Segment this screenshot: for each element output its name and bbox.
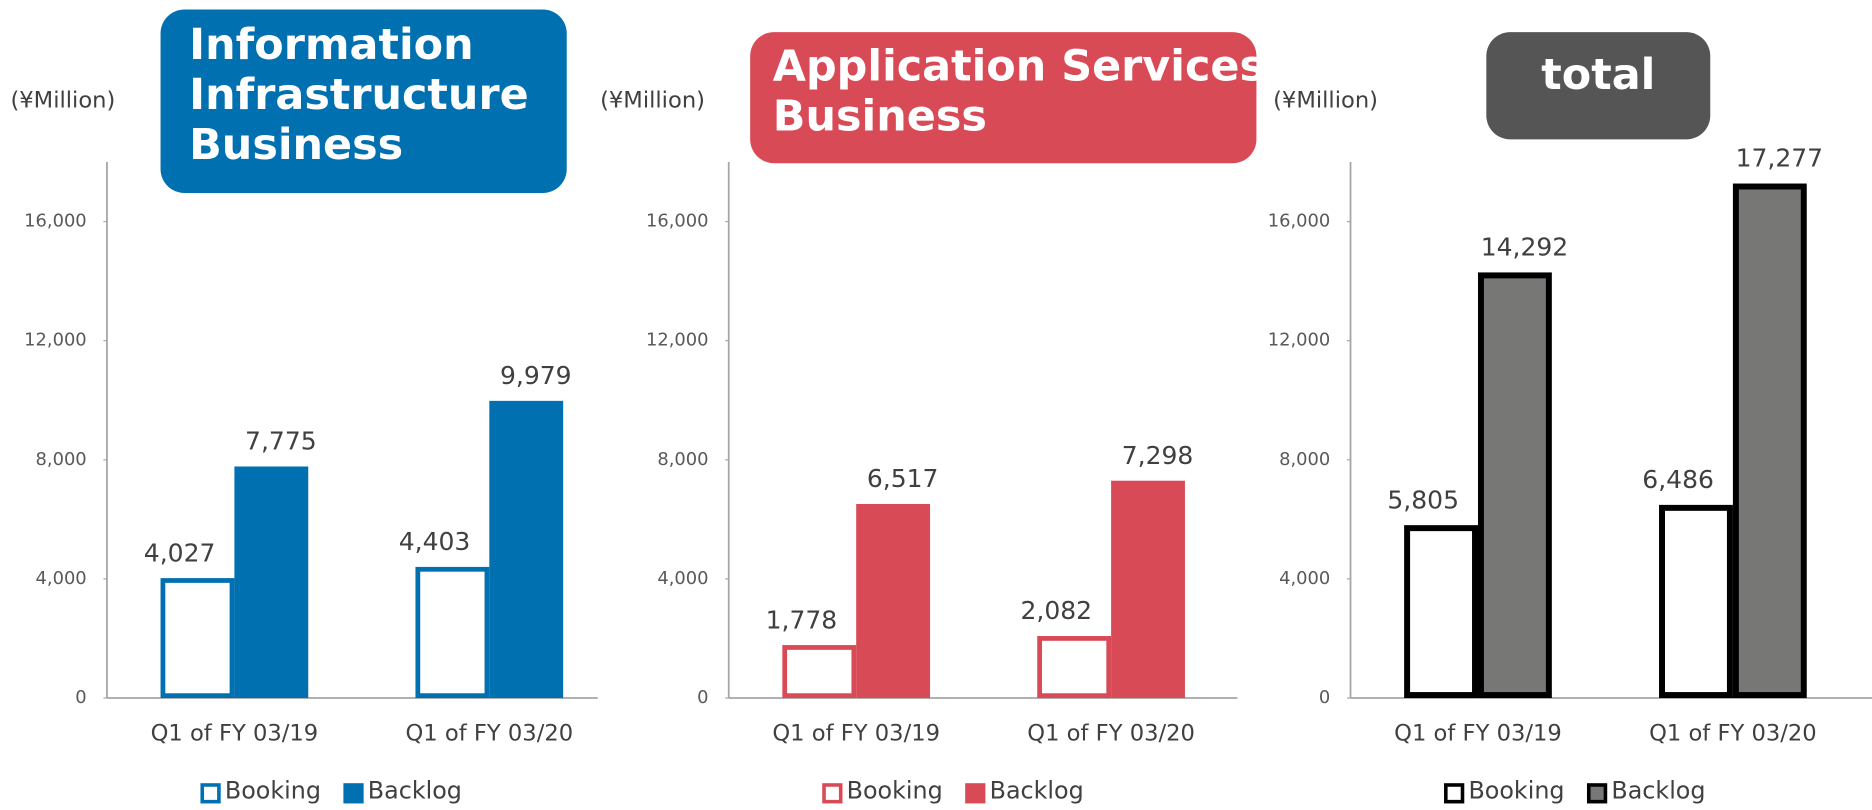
- data-label: 1,778: [766, 605, 838, 634]
- legend-marker: [200, 783, 221, 804]
- x-tick-label: Q1 of FY 03/19: [1394, 720, 1562, 746]
- bar: [234, 466, 309, 699]
- data-label: 6,517: [867, 464, 939, 493]
- bar: [856, 503, 931, 699]
- title-box: [750, 32, 1257, 164]
- y-tick-label: 0: [697, 687, 708, 708]
- data-label: 4,027: [144, 538, 216, 567]
- legend-marker: [1586, 783, 1608, 804]
- legend-marker: [343, 783, 364, 804]
- title-box: [160, 9, 567, 193]
- bar: [782, 645, 857, 699]
- chart-title: Application Services: [773, 42, 1265, 92]
- legend-label: Backlog: [1611, 777, 1705, 805]
- y-tick-label: 0: [1319, 687, 1330, 708]
- data-label: 6,486: [1642, 465, 1714, 494]
- bar: [1404, 525, 1478, 699]
- chart-title: Business: [773, 92, 987, 142]
- bar: [160, 578, 235, 699]
- data-label: 9,979: [500, 361, 572, 390]
- legend-marker: [965, 783, 986, 804]
- unit-label: (¥Million): [10, 88, 115, 114]
- x-tick-label: Q1 of FY 03/19: [772, 720, 940, 746]
- bar: [1037, 636, 1112, 699]
- chart-title: Infrastructure: [189, 70, 529, 120]
- y-tick-label: 16,000: [646, 211, 709, 232]
- y-tick-label: 8,000: [657, 449, 708, 470]
- x-tick-label: Q1 of FY 03/20: [405, 720, 573, 746]
- chart-title: total: [1541, 50, 1655, 100]
- data-label: 14,292: [1481, 233, 1568, 262]
- y-tick-label: 16,000: [24, 211, 87, 232]
- y-tick-label: 12,000: [1268, 330, 1331, 351]
- y-tick-label: 4,000: [657, 568, 708, 589]
- y-tick-label: 4,000: [36, 568, 87, 589]
- legend-marker: [1444, 783, 1465, 804]
- y-tick-label: 16,000: [1268, 211, 1331, 232]
- unit-label: (¥Million): [1273, 88, 1378, 114]
- x-tick-label: Q1 of FY 03/20: [1027, 720, 1195, 746]
- data-label: 4,403: [399, 527, 471, 556]
- chart-title: Information: [189, 20, 474, 70]
- unit-label: (¥Million): [600, 88, 705, 114]
- bar: [1659, 504, 1733, 699]
- data-label: 5,805: [1387, 485, 1459, 514]
- title-box: [1486, 32, 1711, 140]
- y-tick-label: 8,000: [36, 449, 87, 470]
- bar: [1477, 272, 1552, 699]
- bar: [1732, 183, 1807, 699]
- bar: [415, 566, 490, 699]
- y-tick-label: 0: [75, 687, 86, 708]
- data-label: 7,775: [245, 427, 317, 456]
- legend-marker: [822, 783, 843, 804]
- legend-label: Booking: [225, 777, 321, 805]
- legend-label: Backlog: [368, 777, 462, 805]
- y-tick-label: 12,000: [24, 330, 87, 351]
- y-tick-label: 12,000: [646, 330, 709, 351]
- legend-label: Booking: [847, 777, 943, 805]
- legend-label: Booking: [1468, 777, 1564, 805]
- y-tick-label: 8,000: [1279, 449, 1330, 470]
- y-tick-label: 4,000: [1279, 568, 1330, 589]
- chart-title: Business: [189, 120, 403, 170]
- bar: [1111, 480, 1185, 699]
- legend-label: Backlog: [990, 777, 1084, 805]
- data-label: 2,082: [1021, 596, 1093, 625]
- x-tick-label: Q1 of FY 03/20: [1649, 720, 1817, 746]
- data-label: 17,277: [1736, 144, 1823, 173]
- data-label: 7,298: [1122, 441, 1194, 470]
- x-tick-label: Q1 of FY 03/19: [151, 720, 319, 746]
- bar: [489, 400, 564, 699]
